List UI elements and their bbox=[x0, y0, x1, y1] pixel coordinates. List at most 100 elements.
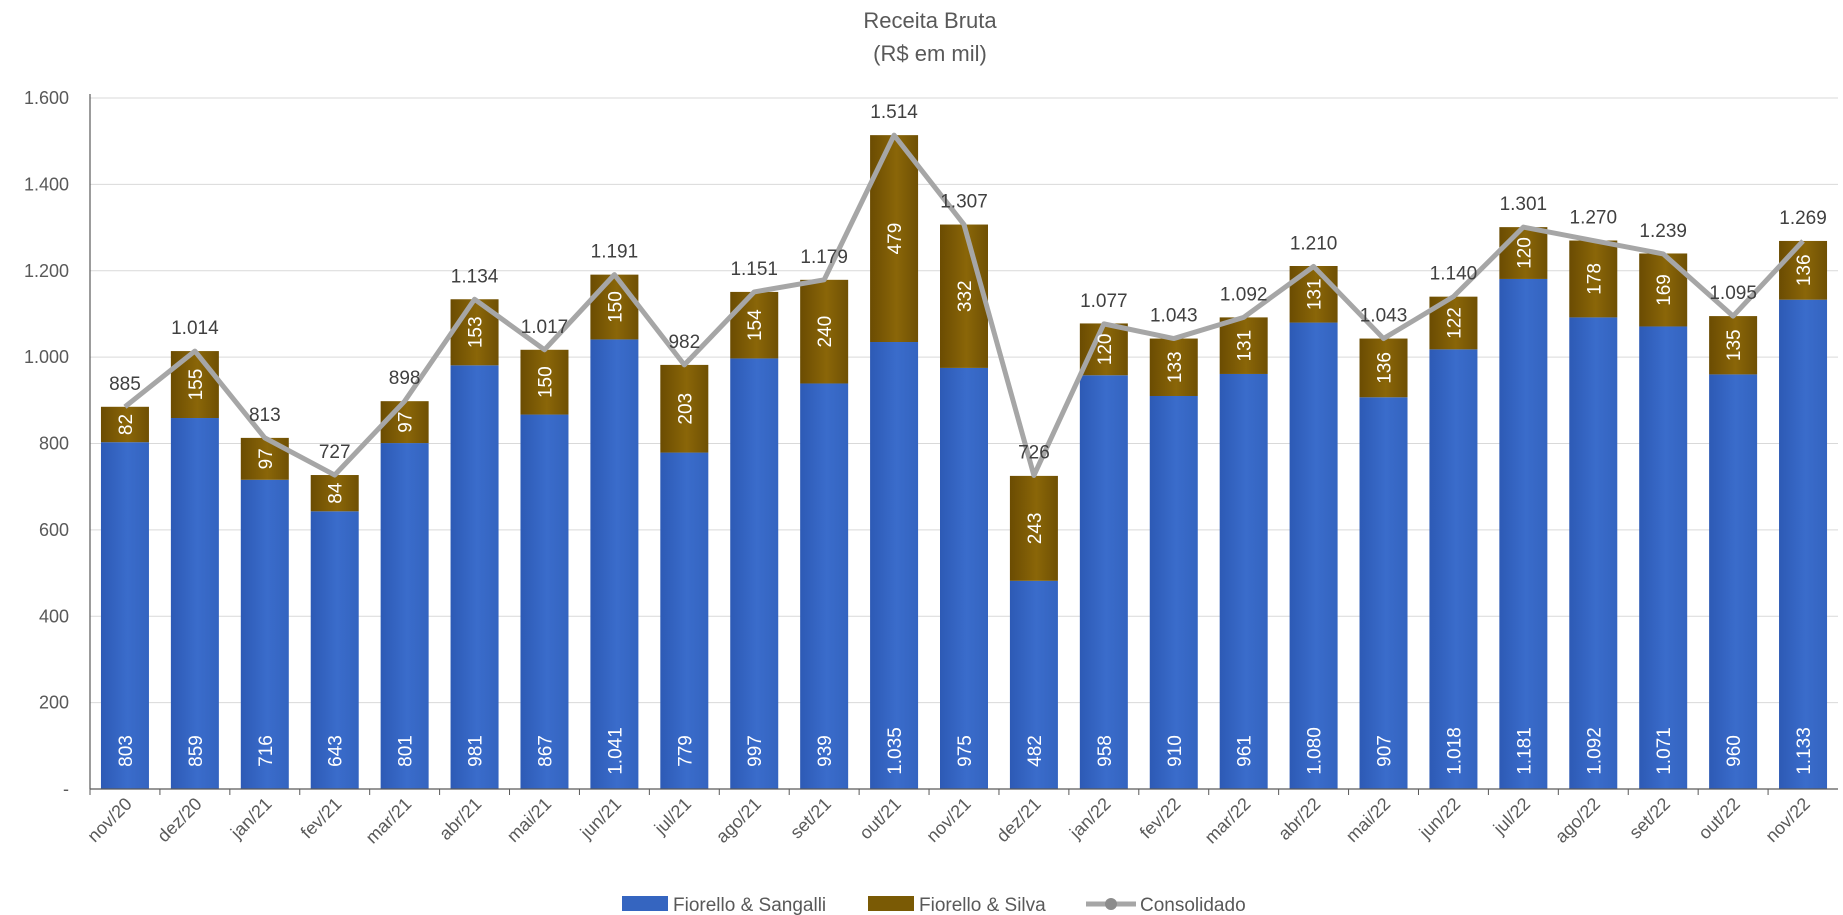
x-tick-label: jul/22 bbox=[1489, 794, 1534, 839]
legend-swatch-fiorello-sangalli bbox=[622, 896, 668, 911]
legend-swatch-consolidado-marker bbox=[1105, 898, 1117, 910]
consolidado-label: 1.179 bbox=[800, 247, 848, 268]
bar-label-fiorello-sangalli: 981 bbox=[466, 735, 487, 767]
y-tick-label: 400 bbox=[39, 606, 69, 626]
bar-label-fiorello-sangalli: 859 bbox=[186, 735, 207, 767]
bar-label-fiorello-silva: 120 bbox=[1095, 333, 1116, 365]
y-tick-label: - bbox=[63, 779, 69, 799]
consolidado-label: 1.017 bbox=[521, 317, 569, 338]
bar-label-fiorello-silva: 150 bbox=[605, 291, 626, 323]
bar-fiorello-sangalli bbox=[940, 367, 988, 789]
consolidado-label: 1.095 bbox=[1709, 283, 1757, 304]
bars bbox=[100, 135, 1828, 789]
legend: Fiorello & Sangalli Fiorello & Silva Con… bbox=[622, 895, 1246, 915]
x-tick-label: abr/21 bbox=[435, 794, 485, 844]
bar-label-fiorello-silva: 153 bbox=[466, 316, 487, 348]
bar-fiorello-sangalli bbox=[1009, 580, 1058, 789]
consolidado-label: 1.092 bbox=[1220, 284, 1268, 305]
bar-fiorello-sangalli bbox=[1639, 326, 1688, 789]
consolidado-label: 1.140 bbox=[1430, 264, 1478, 285]
consolidado-label: 1.043 bbox=[1360, 306, 1408, 327]
bar-fiorello-silva bbox=[940, 224, 988, 368]
consolidado-label: 1.014 bbox=[171, 318, 219, 339]
bar-label-fiorello-sangalli: 803 bbox=[116, 735, 137, 767]
x-tick-label: out/22 bbox=[1694, 794, 1744, 844]
bar-fiorello-sangalli bbox=[380, 443, 429, 789]
bar-fiorello-sangalli bbox=[1079, 375, 1128, 789]
bar-label-fiorello-sangalli: 1.092 bbox=[1584, 727, 1605, 775]
bar-fiorello-sangalli bbox=[1779, 299, 1828, 789]
bar-label-fiorello-silva: 240 bbox=[815, 316, 836, 348]
y-tick-label: 600 bbox=[39, 520, 69, 540]
x-tick-label: nov/20 bbox=[83, 794, 135, 846]
bar-label-fiorello-sangalli: 939 bbox=[815, 735, 836, 767]
bar-label-fiorello-silva: 203 bbox=[675, 393, 696, 425]
bar-label-fiorello-silva: 479 bbox=[885, 223, 906, 255]
consolidado-label: 1.239 bbox=[1639, 221, 1687, 242]
y-tick-label: 800 bbox=[39, 434, 69, 454]
bar-label-fiorello-silva: 84 bbox=[326, 482, 347, 504]
bar-label-fiorello-sangalli: 961 bbox=[1235, 735, 1256, 767]
bar-label-fiorello-silva: 136 bbox=[1794, 254, 1815, 286]
x-tick-label: set/22 bbox=[1625, 794, 1674, 843]
bar-label-fiorello-sangalli: 958 bbox=[1095, 735, 1116, 767]
bar-label-fiorello-sangalli: 779 bbox=[675, 735, 696, 767]
bar-fiorello-sangalli bbox=[660, 452, 709, 789]
consolidado-label: 1.301 bbox=[1500, 194, 1548, 215]
bar-label-fiorello-silva: 155 bbox=[186, 369, 207, 401]
bar-label-fiorello-silva: 133 bbox=[1165, 351, 1186, 383]
consolidado-label: 727 bbox=[319, 442, 351, 463]
x-tick-label: mar/22 bbox=[1201, 794, 1255, 848]
bar-label-fiorello-silva: 332 bbox=[955, 280, 976, 312]
bar-label-fiorello-sangalli: 960 bbox=[1724, 735, 1745, 767]
bar-label-fiorello-sangalli: 1.041 bbox=[605, 727, 626, 775]
x-tick-label: jan/22 bbox=[1065, 794, 1115, 844]
x-tick-label: jun/21 bbox=[576, 794, 626, 844]
bar-label-fiorello-sangalli: 907 bbox=[1375, 735, 1396, 767]
legend-label-fiorello-silva: Fiorello & Silva bbox=[919, 895, 1046, 915]
x-tick-label: abr/22 bbox=[1274, 794, 1324, 844]
consolidado-label: 1.270 bbox=[1570, 208, 1618, 229]
bar-fiorello-silva bbox=[590, 274, 639, 340]
bar-fiorello-silva bbox=[520, 349, 569, 415]
x-tick-label: dez/21 bbox=[992, 794, 1044, 846]
bar-label-fiorello-silva: 136 bbox=[1375, 352, 1396, 384]
x-tick-label: ago/22 bbox=[1551, 794, 1604, 847]
bar-fiorello-sangalli bbox=[1709, 374, 1758, 789]
legend-label-fiorello-sangalli: Fiorello & Sangalli bbox=[673, 895, 826, 915]
bar-label-fiorello-sangalli: 482 bbox=[1025, 735, 1046, 767]
x-tick-label: dez/20 bbox=[153, 794, 205, 846]
bar-fiorello-silva bbox=[380, 401, 429, 444]
bar-fiorello-silva bbox=[1079, 323, 1128, 376]
consolidado-label: 1.514 bbox=[870, 102, 918, 123]
bar-fiorello-sangalli bbox=[170, 418, 219, 789]
bar-fiorello-sangalli bbox=[1569, 317, 1618, 789]
consolidado-label: 1.151 bbox=[730, 259, 778, 280]
bar-fiorello-silva bbox=[1359, 338, 1408, 398]
consolidado-line bbox=[123, 132, 1805, 478]
bar-fiorello-silva bbox=[730, 291, 779, 359]
axes: - 200 400 600 800 1.000 1.200 1.400 1.600 nov/20 d… bbox=[24, 88, 1838, 847]
bar-label-fiorello-silva: 97 bbox=[256, 448, 277, 469]
bar-label-fiorello-silva: 131 bbox=[1235, 330, 1256, 362]
consolidado-label: 1.043 bbox=[1150, 306, 1198, 327]
bar-label-fiorello-sangalli: 975 bbox=[955, 735, 976, 767]
bar-fiorello-silva bbox=[310, 475, 359, 512]
bar-label-fiorello-silva: 154 bbox=[745, 309, 766, 341]
y-tick-label: 1.400 bbox=[24, 174, 69, 194]
bar-fiorello-sangalli bbox=[450, 365, 499, 789]
legend-label-consolidado: Consolidado bbox=[1140, 895, 1246, 915]
bar-label-fiorello-sangalli: 643 bbox=[326, 735, 347, 767]
bar-label-fiorello-sangalli: 1.071 bbox=[1654, 727, 1675, 775]
bar-fiorello-sangalli bbox=[1429, 349, 1478, 789]
x-tick-label: nov/21 bbox=[922, 794, 974, 846]
consolidado-label: 726 bbox=[1018, 442, 1050, 463]
bar-fiorello-sangalli bbox=[800, 383, 849, 789]
bar-fiorello-silva bbox=[1219, 317, 1268, 374]
bar-fiorello-sangalli bbox=[1359, 397, 1408, 789]
bar-label-fiorello-sangalli: 1.181 bbox=[1514, 727, 1535, 775]
consolidado-label: 885 bbox=[109, 374, 141, 395]
bar-fiorello-sangalli bbox=[310, 511, 359, 789]
bar-fiorello-sangalli bbox=[520, 414, 569, 789]
